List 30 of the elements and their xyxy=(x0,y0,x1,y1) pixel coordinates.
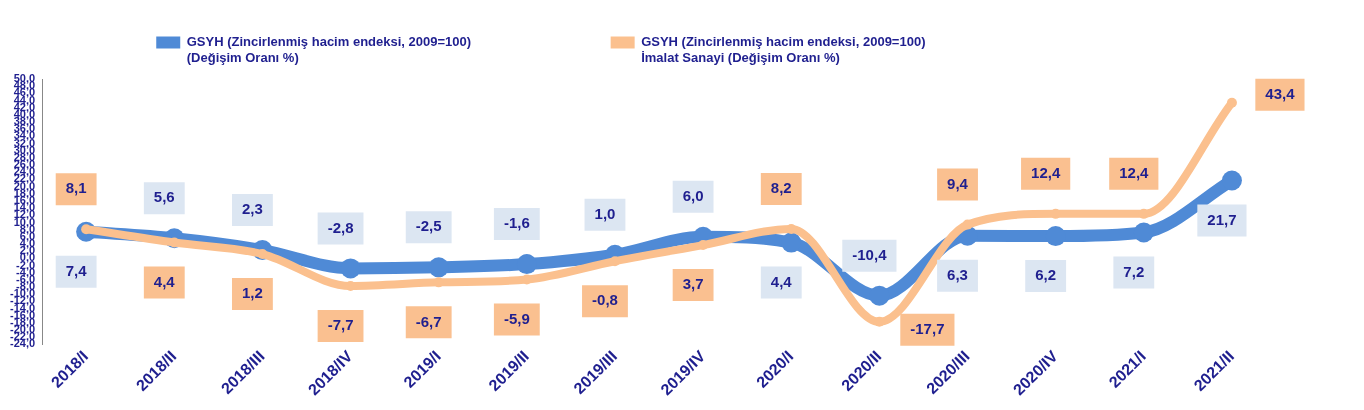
data-label: -2,5 xyxy=(415,217,442,235)
legend-label: GSYH (Zincirlenmiş hacim endeksi, 2009=100) İmalat Sanayi (Değişim Oranı %) xyxy=(641,34,926,65)
data-label: -1,6 xyxy=(503,214,530,232)
data-label: 21,7 xyxy=(1207,210,1237,228)
data-label: 2,3 xyxy=(241,200,263,218)
data-label: -6,7 xyxy=(415,312,442,330)
data-label: -0,8 xyxy=(592,291,618,309)
data-label: 4,4 xyxy=(770,272,793,290)
data-label: 12,4 xyxy=(1031,164,1061,181)
data-label: 1,0 xyxy=(594,204,616,222)
data-label: -17,7 xyxy=(910,319,945,337)
data-label: 1,2 xyxy=(241,284,263,302)
data-label: 8,1 xyxy=(65,179,87,197)
legend-label: GSYH (Zincirlenmiş hacim endeksi, 2009=100) (Değişim Oranı %) xyxy=(186,34,472,65)
data-label: -10,4 xyxy=(852,245,888,263)
data-label: -2,8 xyxy=(327,218,354,236)
data-label: 6,2 xyxy=(1035,266,1057,284)
data-label: 43,4 xyxy=(1265,84,1296,102)
data-label: 9,4 xyxy=(947,174,969,192)
data-label: -7,7 xyxy=(327,316,354,334)
data-label: 12,4 xyxy=(1119,164,1150,181)
data-label: 5,6 xyxy=(153,188,175,206)
data-label: 3,7 xyxy=(682,275,704,293)
data-label: 7,2 xyxy=(1123,262,1145,280)
data-label: -5,9 xyxy=(503,309,530,327)
data-label: 6,3 xyxy=(947,265,968,283)
data-label: 7,4 xyxy=(65,261,88,279)
data-label: 4,4 xyxy=(153,272,176,290)
data-label: 6,0 xyxy=(682,186,704,204)
data-label: 8,2 xyxy=(770,179,792,197)
